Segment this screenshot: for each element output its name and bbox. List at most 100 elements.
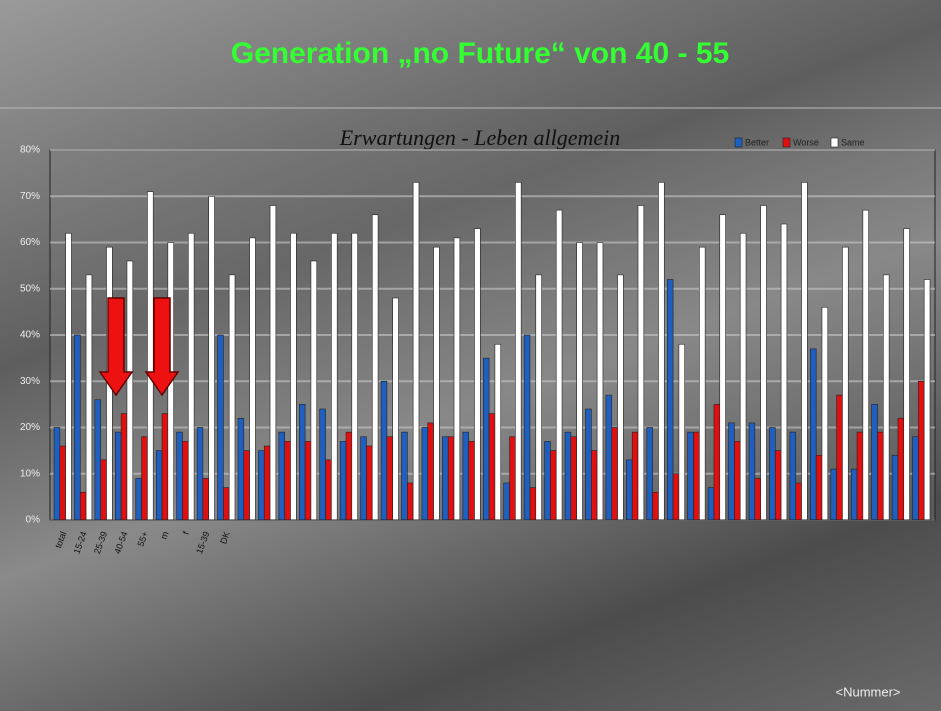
bar xyxy=(897,417,905,521)
y-tick-label: 50% xyxy=(20,283,40,294)
bar xyxy=(65,232,72,521)
bar xyxy=(631,431,639,521)
x-tick-label: 15-24 xyxy=(71,530,88,555)
bar xyxy=(249,237,256,521)
bar xyxy=(529,487,537,521)
x-tick-label: m xyxy=(159,530,171,540)
bar xyxy=(509,436,516,521)
bar xyxy=(678,343,685,521)
bar xyxy=(79,491,87,521)
legend-swatch xyxy=(782,137,791,148)
bar xyxy=(196,427,204,521)
x-tick-label: 15-39 xyxy=(194,530,211,555)
bar xyxy=(693,431,700,521)
bar xyxy=(494,343,502,521)
bar xyxy=(468,441,475,521)
bar xyxy=(728,422,735,521)
bar xyxy=(760,205,767,521)
bar xyxy=(754,478,761,521)
arrow xyxy=(144,297,180,397)
bar xyxy=(187,232,195,521)
bar xyxy=(331,232,338,521)
bar xyxy=(263,445,271,521)
bar xyxy=(202,478,210,521)
bar xyxy=(591,450,598,521)
x-tick-label: 25-39 xyxy=(92,530,109,555)
x-tick-label: f xyxy=(181,530,191,536)
bar xyxy=(371,214,379,521)
bar xyxy=(433,246,440,521)
bar xyxy=(637,205,645,521)
bar xyxy=(453,237,461,521)
bar xyxy=(748,422,756,521)
bar xyxy=(842,246,849,521)
bar xyxy=(821,306,829,521)
bar xyxy=(85,274,93,521)
bar xyxy=(155,450,163,521)
bar xyxy=(877,431,884,521)
y-tick-label: 10% xyxy=(20,468,40,479)
bar xyxy=(161,413,169,521)
bar xyxy=(646,427,653,521)
bar xyxy=(687,431,694,521)
bar xyxy=(883,274,890,521)
legend-swatch xyxy=(830,137,839,148)
bar xyxy=(412,182,420,521)
bar xyxy=(237,417,245,521)
bar xyxy=(856,431,864,521)
bar xyxy=(795,482,802,521)
bar xyxy=(891,454,899,521)
bar xyxy=(284,441,291,521)
bar xyxy=(126,260,134,521)
bar xyxy=(544,441,551,521)
bar xyxy=(535,274,542,521)
bar xyxy=(550,450,557,521)
bar xyxy=(605,394,613,521)
bar xyxy=(74,334,81,521)
bar xyxy=(734,441,741,521)
chart-title: Erwartungen - Leben allgemein xyxy=(339,125,620,150)
bar xyxy=(617,274,624,521)
bar xyxy=(474,228,481,521)
x-tick-label: DK xyxy=(218,530,232,545)
bar xyxy=(830,468,837,521)
x-tick-label: 55+ xyxy=(135,530,150,548)
bar xyxy=(836,394,843,521)
slide-title: Generation „no Future“ von 40 - 55 xyxy=(231,37,729,70)
bar xyxy=(462,431,469,521)
bar xyxy=(482,357,490,521)
arrow xyxy=(98,297,134,397)
bar xyxy=(658,182,665,521)
bar xyxy=(707,487,715,521)
bar xyxy=(871,404,878,521)
bar xyxy=(447,436,455,521)
bar xyxy=(269,205,277,521)
bar xyxy=(100,459,107,521)
bar xyxy=(351,232,358,521)
bar xyxy=(576,242,583,521)
bar xyxy=(182,441,189,521)
bar xyxy=(442,436,449,521)
bar xyxy=(810,348,817,521)
bar xyxy=(918,380,925,521)
bar xyxy=(115,431,122,521)
bar xyxy=(672,473,680,521)
x-tick-label: total xyxy=(53,530,68,549)
bar xyxy=(515,182,522,521)
footer: <Nummer> xyxy=(835,684,900,699)
bar xyxy=(801,182,808,521)
bar xyxy=(611,427,618,521)
y-tick-label: 60% xyxy=(20,237,40,248)
bar xyxy=(555,209,563,521)
bar xyxy=(366,445,373,521)
bar xyxy=(228,274,236,521)
bar xyxy=(850,468,858,521)
bar xyxy=(666,279,674,521)
bar xyxy=(626,459,633,521)
bar xyxy=(421,427,429,521)
y-tick-label: 30% xyxy=(20,376,40,387)
bar xyxy=(780,223,788,521)
bar xyxy=(923,279,931,521)
bar xyxy=(339,441,347,521)
